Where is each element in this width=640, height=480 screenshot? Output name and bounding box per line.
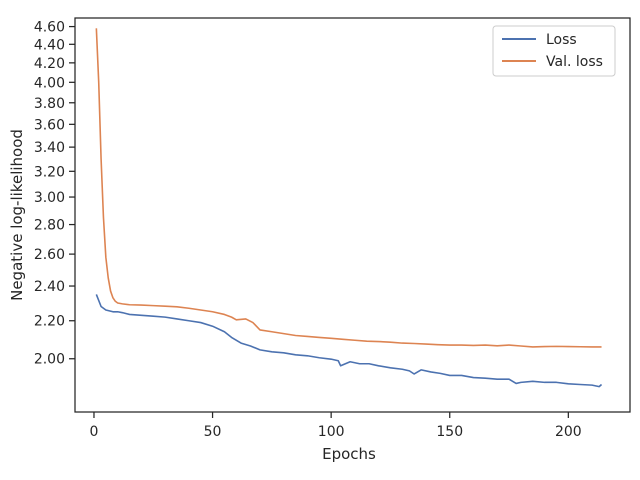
plot-frame <box>74 17 631 413</box>
y-tick-label: 2.20 <box>34 314 65 330</box>
series-line-val-loss <box>95 28 602 348</box>
x-tick-label: 150 <box>436 424 463 440</box>
x-tick-label: 50 <box>204 424 222 440</box>
x-tick-label: 100 <box>318 424 345 440</box>
y-axis-label: Negative log-likelihood <box>8 129 26 301</box>
x-axis-label: Epochs <box>322 445 376 463</box>
x-axis-ticks: 0 50 100 150 200 <box>90 412 582 440</box>
y-tick-label: 3.00 <box>34 190 65 206</box>
legend: Loss Val. loss <box>492 25 616 77</box>
y-tick-label: 2.80 <box>34 218 65 234</box>
y-tick-label: 3.40 <box>34 140 65 156</box>
y-tick-label: 3.60 <box>34 117 65 133</box>
y-tick-label: 4.40 <box>34 37 65 53</box>
y-tick-label: 2.60 <box>34 247 65 263</box>
y-tick-label: 2.40 <box>34 279 65 295</box>
y-tick-label: 2.00 <box>34 352 65 368</box>
x-tick-label: 200 <box>555 424 582 440</box>
y-tick-label: 4.00 <box>34 75 65 91</box>
y-tick-label: 4.60 <box>34 20 65 36</box>
y-tick-label: 3.20 <box>34 164 65 180</box>
y-axis-ticks: 2.00 2.20 2.40 2.60 2.80 3.00 3.20 3.40 3.60 3.80… <box>34 20 75 368</box>
legend-label-val-loss: Val. loss <box>546 54 603 70</box>
x-tick-label: 0 <box>90 424 99 440</box>
y-tick-label: 4.20 <box>34 56 65 72</box>
y-tick-label: 3.80 <box>34 96 65 112</box>
legend-label-loss: Loss <box>546 32 577 48</box>
series-line-loss <box>95 294 603 388</box>
plot-lines <box>95 28 603 388</box>
